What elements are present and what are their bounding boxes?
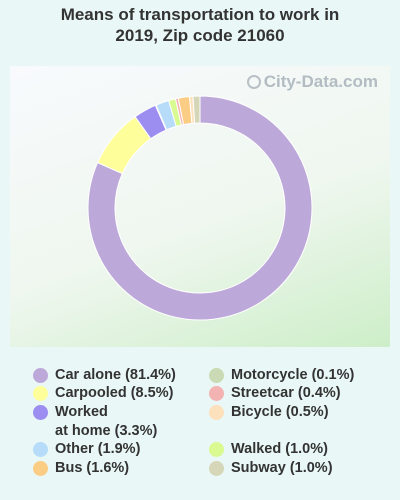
legend-label: Worked at home (3.3%): [55, 404, 158, 439]
legend-label: Subway (1.0%): [231, 460, 333, 476]
legend-item: Other (1.9%): [33, 440, 140, 459]
donut-slice-subway[interactable]: [192, 95, 201, 124]
legend-swatch: [209, 368, 224, 383]
legend-item: Walked (1.0%): [209, 440, 328, 459]
legend-swatch: [209, 405, 224, 420]
legend-label: Bicycle (0.5%): [231, 404, 329, 420]
chart-title-line-2: 2019, Zip code 21060: [115, 26, 285, 45]
legend-swatch: [209, 442, 224, 457]
legend-label: Carpooled (8.5%): [55, 385, 174, 401]
legend-item: Car alone (81.4%): [33, 366, 176, 385]
chart-legend: Car alone (81.4%) Carpooled (8.5%) Worked a…: [33, 366, 393, 486]
legend-swatch: [33, 405, 48, 420]
legend-swatch: [33, 461, 48, 476]
legend-swatch: [209, 386, 224, 401]
chart-title-line-1: Means of transportation to work in: [60, 5, 340, 24]
donut-slice-car-alone[interactable]: [87, 95, 313, 321]
legend-item: Motorcycle (0.1%): [209, 366, 354, 385]
legend-swatch: [209, 461, 224, 476]
legend-swatch: [33, 386, 48, 401]
legend-item: Bus (1.6%): [33, 459, 129, 478]
watermark-text: City-Data.com: [263, 72, 378, 91]
watermark: City-Data.com: [246, 72, 378, 92]
chart-title: Means of transportation to work in 2019,…: [0, 4, 400, 46]
legend-swatch: [33, 442, 48, 457]
legend-label: Streetcar (0.4%): [231, 385, 341, 401]
legend-label: Car alone (81.4%): [55, 367, 176, 383]
chart-panel: City-Data.com: [10, 66, 390, 347]
donut-chart: [87, 95, 313, 321]
legend-item: Subway (1.0%): [209, 459, 333, 478]
legend-label: Walked (1.0%): [231, 441, 328, 457]
legend-label: Bus (1.6%): [55, 460, 130, 476]
legend-item: Bicycle (0.5%): [209, 403, 329, 422]
legend-label: Other (1.9%): [55, 441, 141, 457]
legend-item: Carpooled (8.5%): [33, 384, 173, 403]
legend-label: Motorcycle (0.1%): [231, 367, 355, 383]
legend-item: Worked at home (3.3%): [33, 403, 157, 441]
city-data-logo-icon: [246, 75, 261, 89]
legend-swatch: [33, 368, 48, 383]
legend-item: Streetcar (0.4%): [209, 384, 341, 403]
